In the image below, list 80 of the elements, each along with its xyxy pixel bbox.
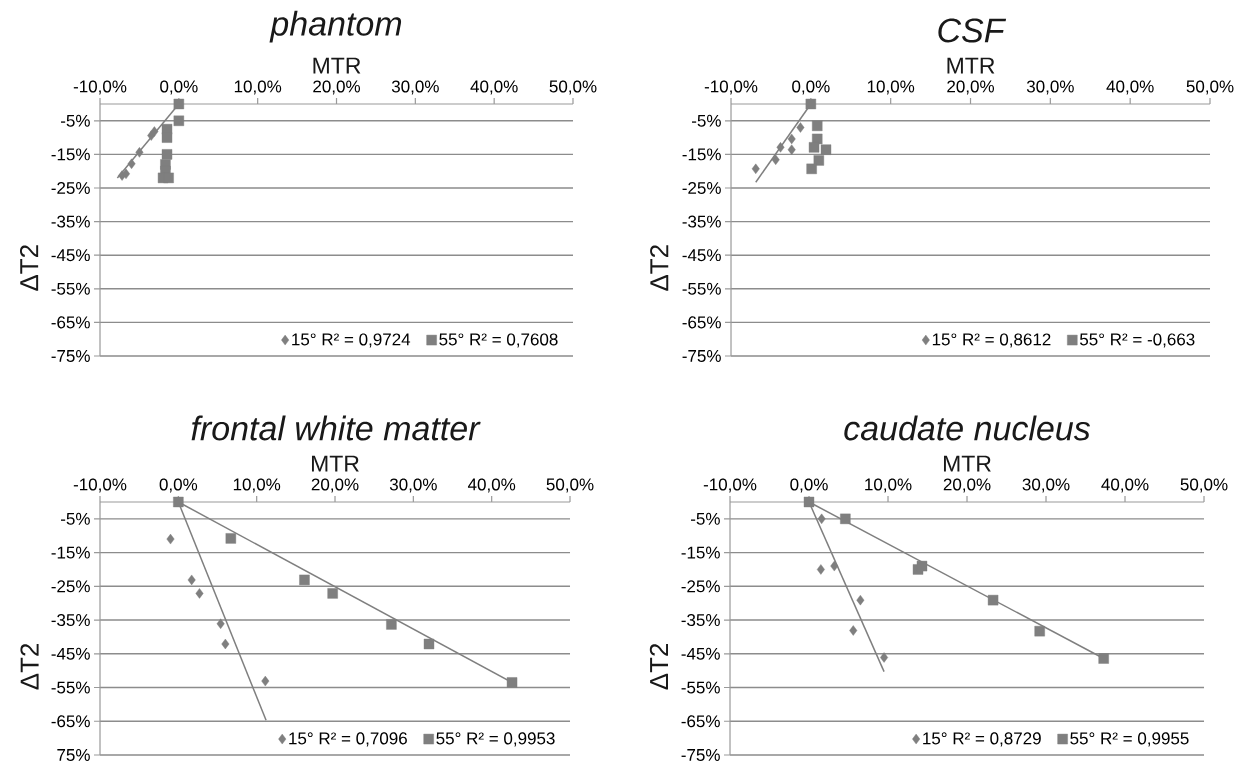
x-axis-title: MTR — [947, 57, 995, 74]
y-tick-label: -15% — [51, 148, 90, 161]
x-tick-label: 50,0% — [1186, 80, 1234, 95]
y-tick-label: -25% — [51, 580, 90, 593]
legend-label: 15° R² = 0,8612 — [932, 333, 1051, 348]
y-axis-title: ΔT2 — [649, 643, 668, 690]
legend-label: 55° R² = 0,9955 — [1070, 732, 1189, 747]
y-tick-label: -5% — [61, 114, 90, 127]
x-tick-label: -10,0% — [73, 80, 127, 95]
x-tick-label: 10,0% — [867, 80, 915, 95]
y-tick-label: -55% — [51, 282, 90, 295]
y-tick-label: -15% — [681, 546, 720, 559]
y-tick-label: -65% — [681, 715, 720, 728]
x-tick-label: 50,0% — [1180, 478, 1228, 493]
y-tick-label: -5% — [691, 512, 720, 525]
x-tick-label: 20,0% — [313, 80, 360, 95]
legend-label: 55° R² = -0,663 — [1079, 333, 1195, 348]
x-tick-label: -10,0% — [73, 478, 127, 493]
y-tick-label: -35% — [51, 614, 90, 627]
x-tick-label: 30,0% — [1026, 80, 1074, 95]
y-axis-title: ΔT2 — [20, 643, 39, 690]
y-tick-label: -75% — [681, 749, 720, 761]
x-axis-title: MTR — [943, 455, 991, 472]
y-axis-title: ΔT2 — [650, 245, 669, 291]
y-tick-label: -55% — [682, 282, 721, 295]
x-tick-label: 20,0% — [947, 80, 995, 95]
x-tick-label: 40,0% — [470, 80, 518, 95]
y-tick-label: -65% — [51, 316, 90, 329]
legend-label: 55° R² = 0,9953 — [436, 732, 555, 747]
legend-label: 55° R² = 0,7608 — [439, 333, 558, 348]
y-tick-label: -15% — [51, 546, 90, 559]
y-tick-label: -15% — [682, 148, 721, 161]
y-tick-label: -45% — [681, 647, 720, 660]
x-tick-label: 40,0% — [1106, 80, 1154, 95]
y-tick-label: 75% — [57, 749, 90, 761]
x-tick-label: 50,0% — [546, 478, 594, 493]
x-tick-label: 0,0% — [159, 478, 198, 493]
y-tick-label: -35% — [681, 614, 720, 627]
chart-title: phantom — [269, 10, 402, 43]
y-tick-label: -55% — [681, 681, 720, 694]
x-tick-label: 30,0% — [391, 80, 439, 95]
legend-label: 15° R² = 0,9724 — [292, 333, 411, 348]
x-tick-label: -10,0% — [703, 478, 757, 493]
x-tick-label: 20,0% — [311, 478, 359, 493]
x-tick-label: 10,0% — [233, 478, 281, 493]
y-tick-label: -25% — [682, 181, 721, 195]
y-tick-label: -65% — [51, 715, 90, 728]
y-tick-label: -65% — [682, 316, 721, 329]
x-tick-label: 0,0% — [792, 80, 830, 95]
x-axis-title: MTR — [311, 455, 359, 472]
legend-label: 15° R² = 0,8729 — [923, 732, 1041, 747]
y-tick-label: -45% — [51, 249, 90, 262]
chart-title: CSF — [938, 18, 1007, 43]
x-tick-label: 30,0% — [389, 478, 437, 493]
y-tick-label: -75% — [682, 350, 721, 362]
y-tick-label: -25% — [681, 580, 720, 593]
y-tick-label: -55% — [51, 681, 90, 694]
x-tick-label: 0,0% — [790, 478, 828, 493]
y-tick-label: -75% — [51, 350, 90, 362]
x-tick-label: 30,0% — [1022, 478, 1070, 493]
x-tick-label: 0,0% — [160, 80, 198, 95]
y-tick-label: -45% — [682, 249, 721, 262]
x-tick-label: 10,0% — [234, 80, 282, 95]
y-axis-title: ΔT2 — [19, 245, 39, 291]
y-tick-label: -5% — [692, 114, 721, 127]
x-tick-label: -10,0% — [704, 80, 758, 95]
y-tick-label: -35% — [51, 215, 90, 228]
x-axis-title: MTR — [313, 57, 361, 74]
x-tick-label: 20,0% — [943, 478, 991, 493]
y-tick-label: -35% — [682, 215, 721, 228]
x-tick-label: 10,0% — [865, 478, 912, 493]
chart-title: frontal white matter — [191, 415, 481, 441]
x-tick-label: 40,0% — [467, 478, 516, 493]
chart-title: caudate nucleus — [844, 415, 1091, 441]
y-tick-label: -45% — [51, 647, 90, 660]
y-tick-label: -5% — [61, 512, 90, 525]
y-tick-label: -25% — [51, 181, 90, 195]
x-tick-label: 40,0% — [1101, 478, 1149, 493]
legend-label: 15° R² = 0,7096 — [289, 732, 407, 747]
x-tick-label: 50,0% — [549, 80, 597, 95]
